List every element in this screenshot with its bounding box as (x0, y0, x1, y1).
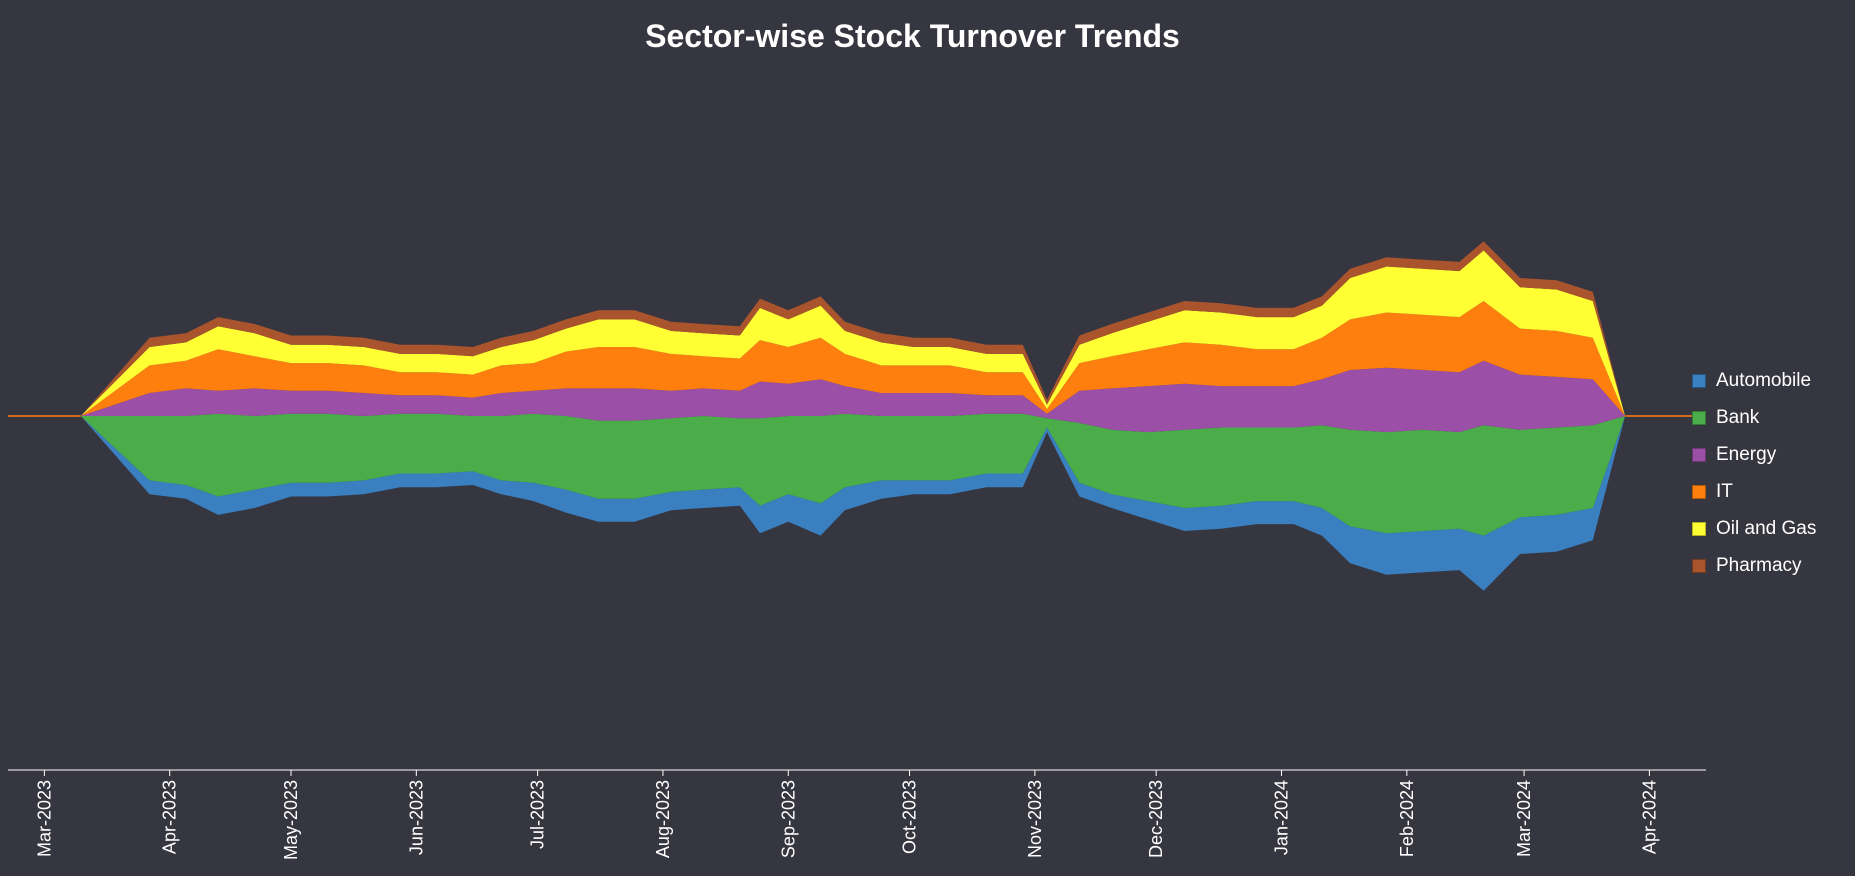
x-tick-label: Feb-2024 (1397, 780, 1417, 857)
legend-label: IT (1716, 480, 1733, 502)
x-tick-label: Apr-2024 (1639, 780, 1659, 854)
stream-area-energy (80, 360, 1626, 433)
x-tick-label: May-2023 (281, 780, 301, 860)
stream-area-oil-and-gas (80, 250, 1626, 416)
chart-title: Sector-wise Stock Turnover Trends (645, 18, 1180, 54)
legend-label: Oil and Gas (1716, 517, 1817, 539)
stream-area-it (80, 301, 1626, 416)
legend-item-it[interactable]: IT (1692, 473, 1852, 510)
x-tick-label: Jun-2023 (406, 780, 426, 855)
legend-swatch (1692, 521, 1706, 536)
x-tick-label: Sep-2023 (778, 780, 798, 858)
legend-swatch (1692, 410, 1706, 425)
x-tick-label: Mar-2023 (34, 780, 54, 857)
stream-area-pharmacy (80, 241, 1626, 416)
x-tick-label: Dec-2023 (1146, 780, 1166, 858)
legend-swatch (1692, 447, 1706, 462)
stream-areas (80, 241, 1626, 591)
legend-label: Bank (1716, 406, 1760, 428)
x-tick-label: Mar-2024 (1514, 780, 1534, 857)
x-tick-label: Jan-2024 (1272, 780, 1292, 855)
legend-swatch (1692, 558, 1706, 573)
legend-label: Automobile (1716, 369, 1812, 391)
legend-label: Pharmacy (1716, 554, 1802, 576)
x-tick-label: Aug-2023 (653, 780, 673, 858)
legend-item-oil-and-gas[interactable]: Oil and Gas (1692, 510, 1852, 547)
stream-area-bank (80, 413, 1626, 536)
x-axis-ticks: Mar-2023 Apr-2023 May-2023 Jun-2023 Jul-2023… (34, 770, 1659, 860)
x-tick-label: Jul-2023 (528, 780, 548, 849)
legend-item-pharmacy[interactable]: Pharmacy (1692, 547, 1852, 584)
x-tick-label: Oct-2023 (900, 780, 920, 854)
x-tick-label: Nov-2023 (1025, 780, 1045, 858)
x-tick-label: Apr-2023 (160, 780, 180, 854)
legend-item-automobile[interactable]: Automobile (1692, 362, 1852, 399)
legend-item-energy[interactable]: Energy (1692, 436, 1852, 473)
legend-item-bank[interactable]: Bank (1692, 399, 1852, 436)
legend-swatch (1692, 373, 1706, 388)
legend-swatch (1692, 484, 1706, 499)
legend: Automobile Bank Energy IT Oil and Gas Pharmac… (1692, 362, 1852, 584)
legend-label: Energy (1716, 443, 1777, 465)
stream-area-automobile (80, 416, 1626, 591)
